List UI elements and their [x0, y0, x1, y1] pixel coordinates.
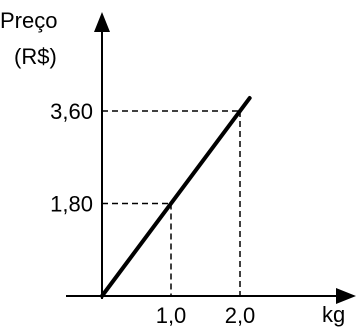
y-tick-label-0: 1,80 [50, 192, 93, 217]
x-axis-label: kg [322, 302, 345, 327]
series-group [100, 96, 252, 298]
y-axis-label-line-2: (R$) [14, 44, 57, 69]
y-axis-arrow [94, 12, 110, 32]
x-tick-label-1: 2,0 [225, 303, 256, 328]
x-tick-label-0: 1,0 [156, 303, 187, 328]
tick-labels: 1,80 3,60 1,0 2,0 [50, 99, 255, 328]
guide-lines [102, 110, 241, 296]
y-axis-label-line-1: Preço [0, 8, 57, 33]
series-line-0 [100, 96, 252, 298]
y-tick-label-1: 3,60 [50, 99, 93, 124]
x-axis-arrow [336, 288, 356, 304]
